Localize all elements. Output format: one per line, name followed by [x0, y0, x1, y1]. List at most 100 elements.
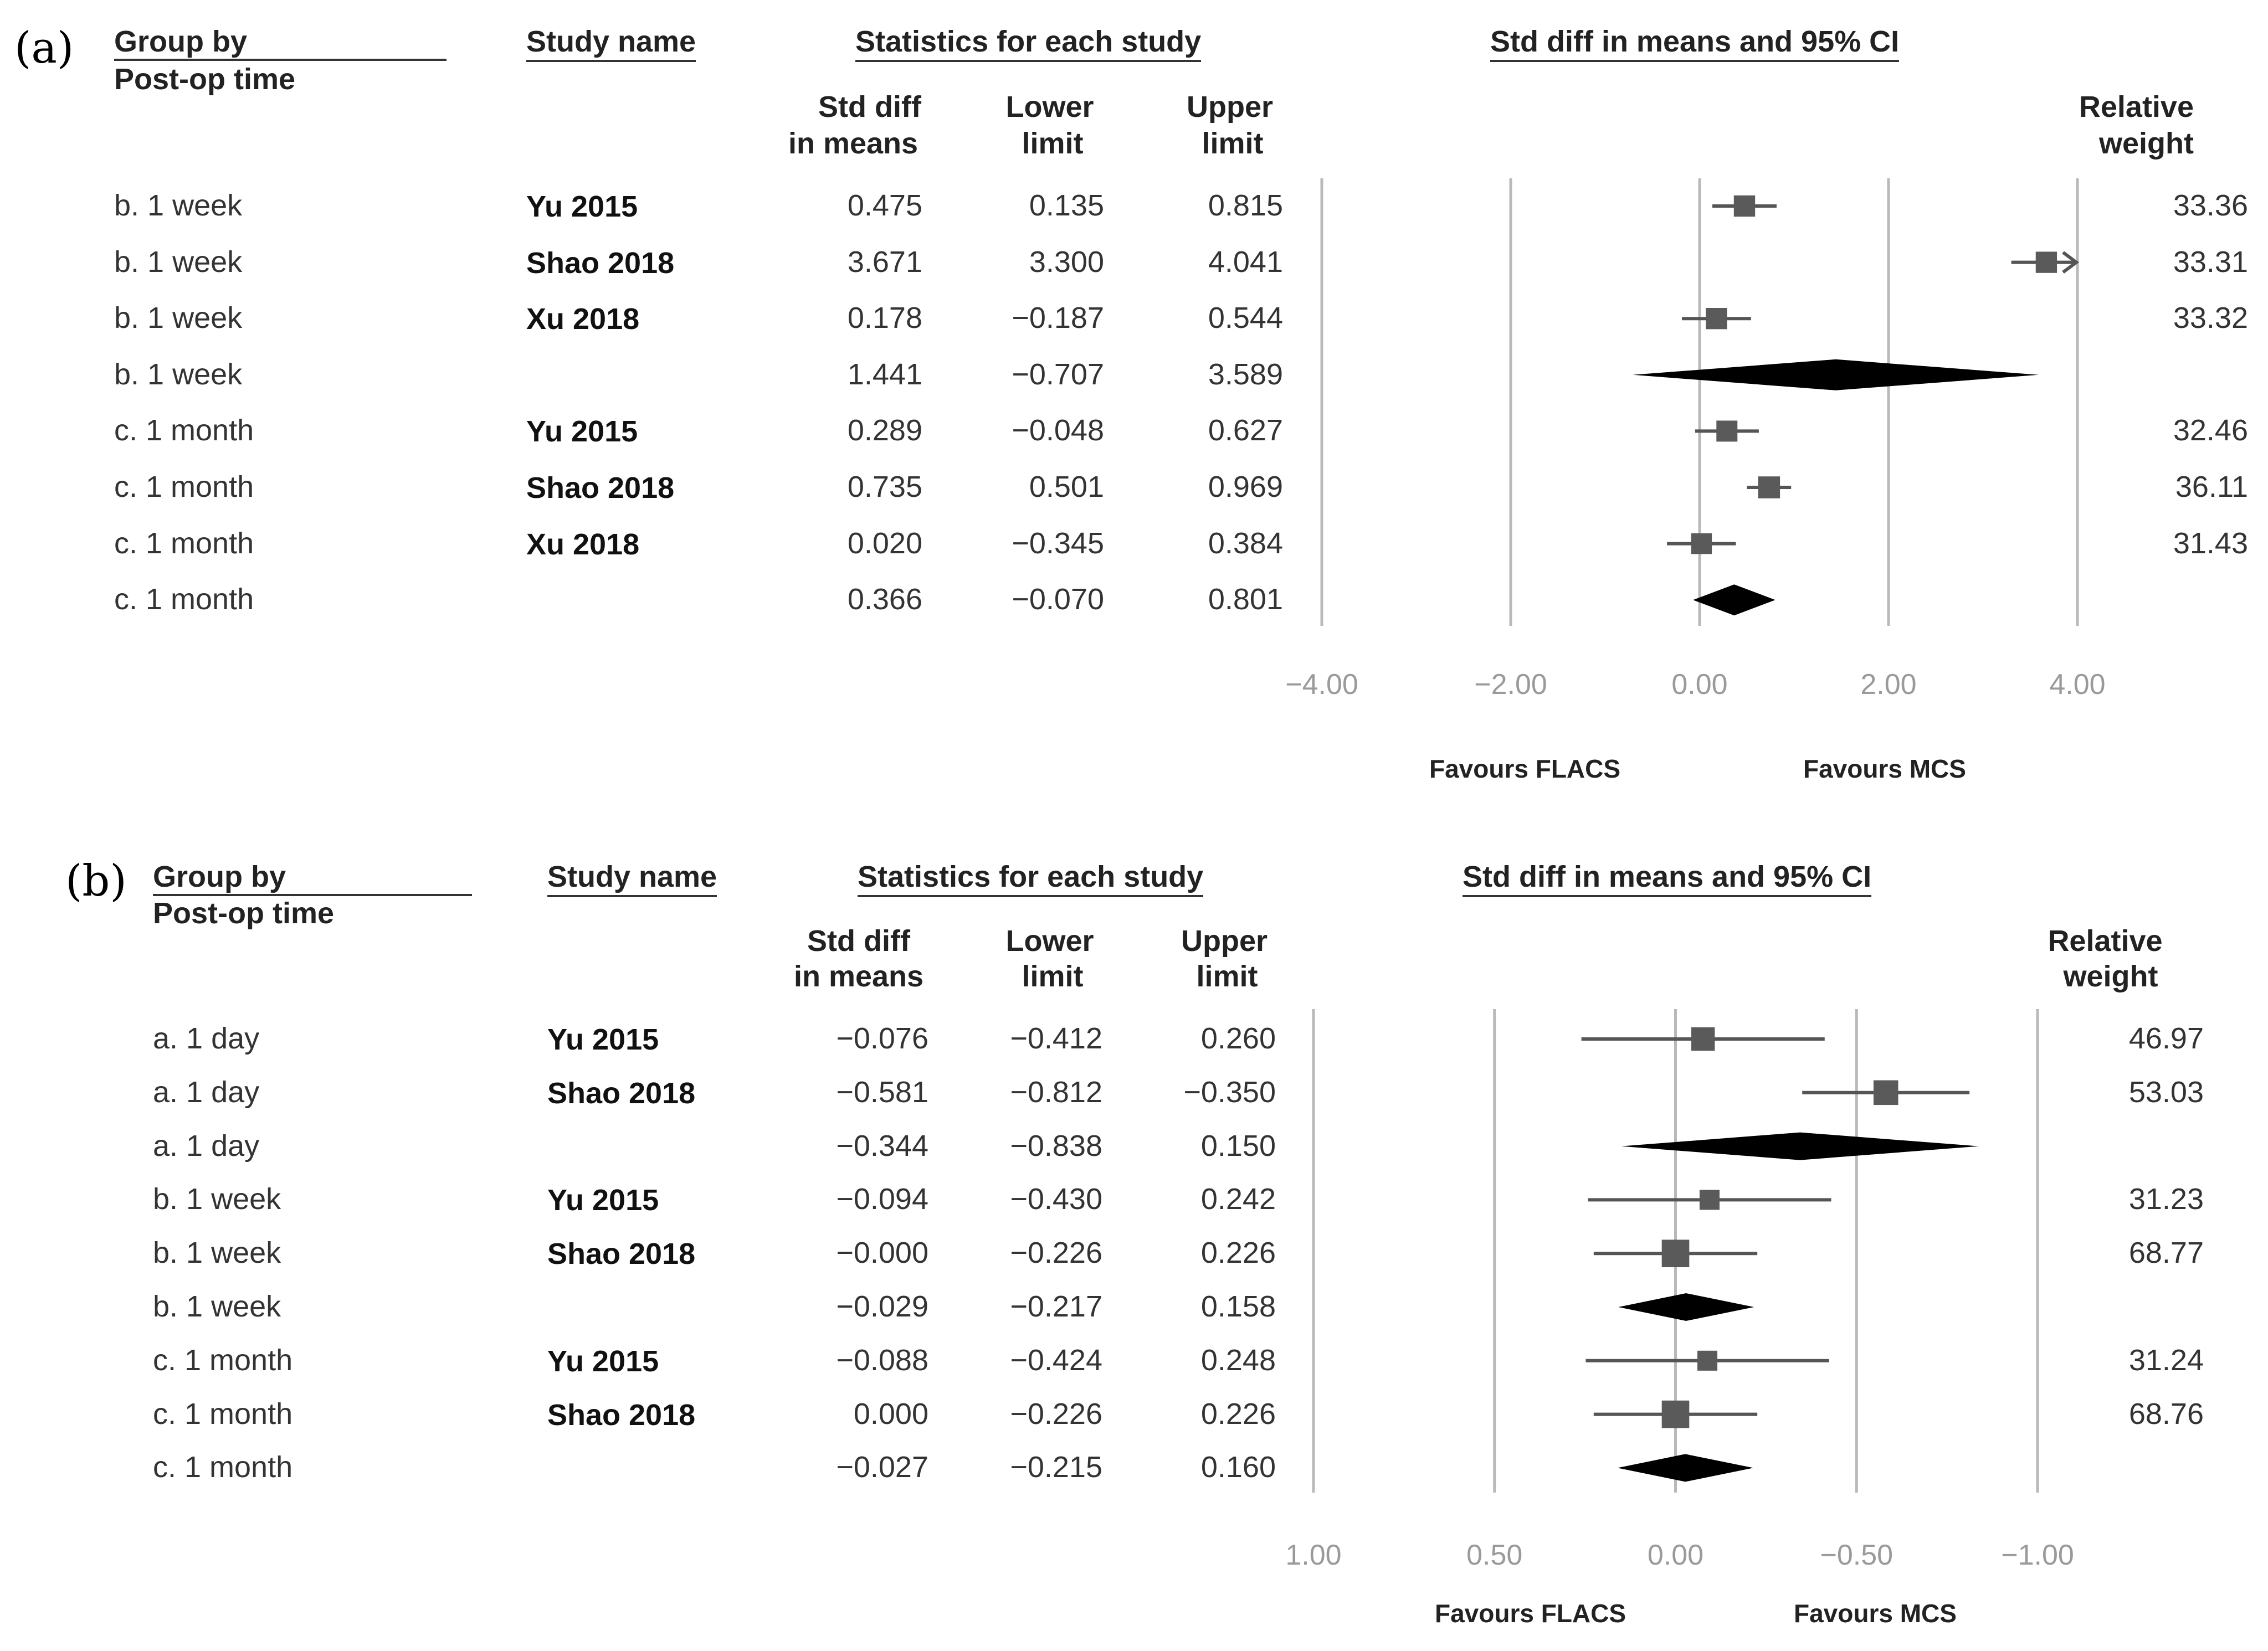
axis-tick-label: −1.00 — [2001, 1539, 2074, 1571]
std-diff-value: −0.076 — [836, 1022, 928, 1055]
group-label: b. 1 week — [114, 189, 243, 222]
point-estimate-square — [1716, 420, 1738, 442]
upper-limit-value: 0.160 — [1200, 1451, 1276, 1484]
favours-right-label: Favours MCS — [1794, 1599, 1957, 1628]
study-name: Yu 2015 — [547, 1344, 659, 1378]
axis-tick-label: −4.00 — [1285, 668, 1358, 701]
group-label: b. 1 week — [153, 1182, 281, 1216]
upper-header-2: limit — [1202, 127, 1264, 160]
relative-weight-value: 36.11 — [2175, 470, 2248, 503]
group-label: b. 1 week — [114, 301, 243, 335]
weight-header-2: weight — [2063, 960, 2158, 993]
weight-header-1: Relative — [2048, 924, 2163, 958]
truncation-arrow — [2062, 251, 2079, 274]
study-name: Shao 2018 — [526, 471, 675, 505]
lower-limit-value: −0.812 — [1010, 1075, 1102, 1109]
std-diff-value: −0.000 — [836, 1236, 928, 1270]
std-diff-header-2: in means — [793, 960, 924, 993]
relative-weight-value: 33.32 — [2173, 301, 2248, 335]
std-diff-value: 0.475 — [847, 189, 922, 222]
lower-limit-value: −0.187 — [1012, 301, 1104, 335]
group-by-subheader: Post-op time — [153, 897, 335, 930]
group-label: a. 1 day — [153, 1075, 260, 1109]
study-name: Shao 2018 — [547, 1237, 696, 1271]
point-estimate-square — [1691, 533, 1712, 554]
plot-title: Std diff in means and 95% CI — [1490, 27, 1900, 62]
study-name-header: Study name — [526, 27, 696, 62]
upper-limit-value: 0.158 — [1200, 1290, 1276, 1323]
lower-limit-value: −0.070 — [1012, 583, 1104, 616]
group-label: c. 1 month — [114, 414, 254, 448]
favours-right-label: Favours MCS — [1803, 754, 1966, 783]
group-by-header: Group by — [153, 860, 286, 893]
axis-tick-label: 0.50 — [1466, 1539, 1523, 1571]
axis-tick-label: 0.00 — [1671, 668, 1728, 701]
upper-header-1: Upper — [1181, 924, 1268, 958]
point-estimate-square — [1661, 1239, 1690, 1268]
point-estimate-square — [1661, 1400, 1690, 1428]
point-estimate-square — [1758, 476, 1780, 498]
study-name: Yu 2015 — [547, 1023, 659, 1056]
lower-header-2: limit — [1022, 127, 1084, 160]
point-estimate-square — [1699, 1190, 1720, 1210]
group-by-subheader: Post-op time — [114, 63, 296, 96]
weight-header-1: Relative — [2079, 90, 2194, 124]
upper-header-1: Upper — [1186, 90, 1273, 124]
lower-limit-value: 3.300 — [1029, 245, 1104, 279]
lower-limit-value: −0.226 — [1010, 1236, 1102, 1270]
study-name: Yu 2015 — [526, 190, 638, 223]
lower-limit-value: −0.226 — [1010, 1397, 1102, 1431]
group-label: b. 1 week — [153, 1290, 281, 1323]
study-name-header: Study name — [547, 862, 717, 897]
study-name: Shao 2018 — [526, 246, 675, 280]
axis-tick-label: 4.00 — [2049, 668, 2106, 701]
lower-header-1: Lower — [1005, 90, 1094, 124]
std-diff-header-1: Std diff — [818, 90, 921, 124]
point-estimate-square — [1733, 195, 1756, 217]
upper-limit-value: 3.589 — [1208, 357, 1283, 391]
upper-limit-value: 0.384 — [1208, 526, 1283, 560]
study-name: Xu 2018 — [526, 302, 640, 336]
group-label: c. 1 month — [153, 1343, 293, 1377]
group-label: c. 1 month — [114, 470, 254, 503]
forest-plot-area — [1312, 1009, 2039, 1493]
upper-limit-value: 0.242 — [1200, 1182, 1276, 1216]
std-diff-value: −0.027 — [836, 1451, 928, 1484]
std-diff-value: 0.000 — [853, 1397, 928, 1431]
axis-tick-label: 1.00 — [1285, 1539, 1342, 1571]
lower-limit-value: −0.412 — [1010, 1022, 1102, 1055]
upper-limit-value: 0.544 — [1208, 301, 1283, 335]
std-diff-value: 0.178 — [847, 301, 922, 335]
axis-tick-label: 2.00 — [1860, 668, 1917, 701]
lower-limit-value: −0.430 — [1010, 1182, 1102, 1216]
relative-weight-value: 53.03 — [2128, 1075, 2204, 1109]
upper-header-2: limit — [1196, 960, 1258, 993]
forest-plot-panel-a: (a) Group by Post-op time Study name Sta… — [0, 0, 2268, 809]
lower-limit-value: −0.217 — [1010, 1290, 1102, 1323]
axis-tick-label: 0.00 — [1647, 1539, 1704, 1571]
std-diff-value: −0.344 — [836, 1129, 928, 1163]
forest-plot-panel-b: (b) Group by Post-op time Study name Sta… — [0, 831, 2268, 1651]
upper-limit-value: 0.260 — [1200, 1022, 1276, 1055]
study-name: Shao 2018 — [547, 1398, 696, 1432]
group-label: c. 1 month — [114, 526, 254, 560]
group-by-rule — [153, 894, 472, 896]
point-estimate-square — [1706, 308, 1727, 330]
favours-left-label: Favours FLACS — [1435, 1599, 1626, 1628]
study-name: Yu 2015 — [526, 415, 638, 449]
relative-weight-value: 31.24 — [2128, 1343, 2204, 1377]
upper-limit-value: 0.969 — [1208, 470, 1283, 503]
upper-limit-value: 0.815 — [1208, 189, 1283, 222]
upper-limit-value: 4.041 — [1208, 245, 1283, 279]
study-name: Shao 2018 — [547, 1076, 696, 1110]
upper-limit-value: 0.627 — [1208, 414, 1283, 448]
std-diff-value: −0.088 — [836, 1343, 928, 1377]
point-estimate-square — [1697, 1350, 1718, 1371]
group-label: b. 1 week — [114, 357, 243, 391]
upper-limit-value: 0.248 — [1200, 1343, 1276, 1377]
group-label: c. 1 month — [153, 1451, 293, 1484]
group-label: a. 1 day — [153, 1022, 260, 1055]
upper-limit-value: 0.801 — [1208, 583, 1283, 616]
relative-weight-value: 68.77 — [2128, 1236, 2204, 1270]
std-diff-value: 0.289 — [847, 414, 922, 448]
